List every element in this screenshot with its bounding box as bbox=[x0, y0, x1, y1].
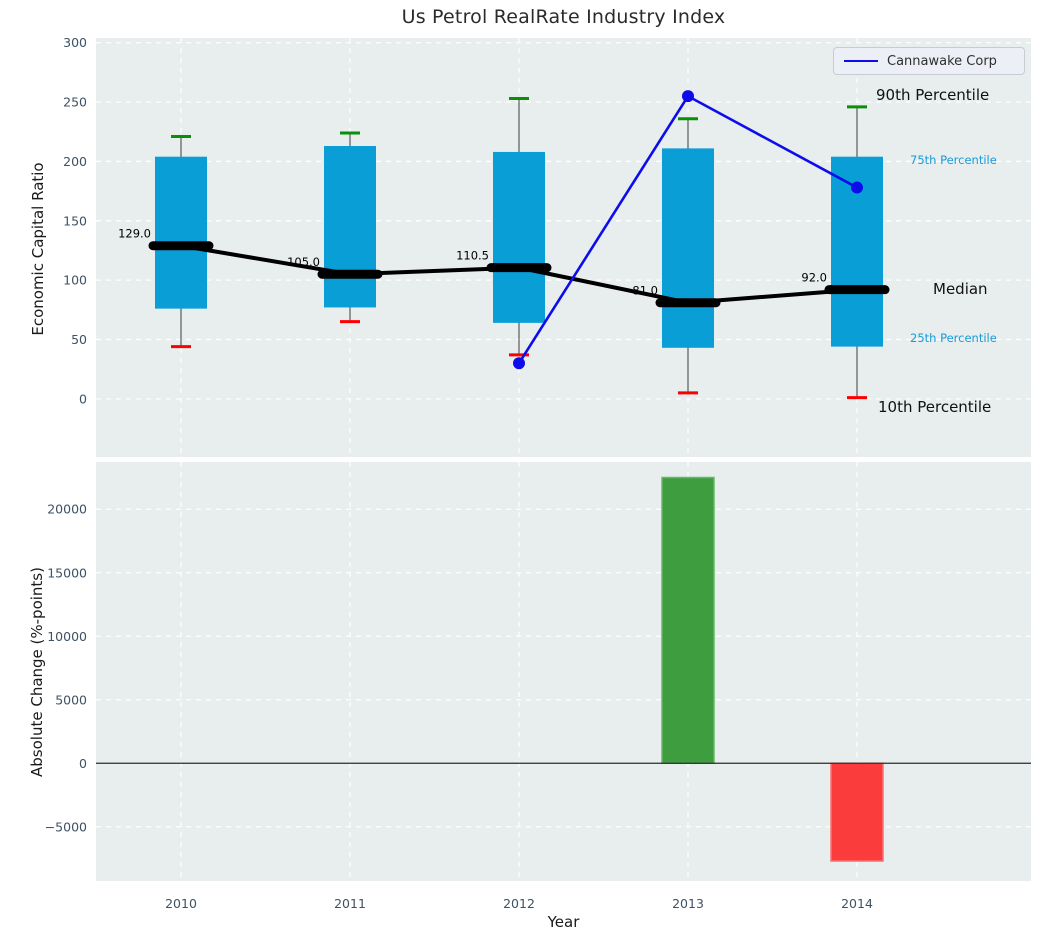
annotation-median: Median bbox=[933, 280, 988, 298]
median-value-label: 92.0 bbox=[801, 271, 827, 285]
y-tick-label: 20000 bbox=[47, 502, 87, 517]
median-value-label: 110.5 bbox=[456, 249, 489, 263]
percentile-box bbox=[324, 146, 376, 308]
y-tick-label: 250 bbox=[63, 95, 87, 110]
bottom-y-axis-label: Absolute Change (%-points) bbox=[28, 567, 46, 777]
x-tick-label: 2013 bbox=[672, 896, 704, 911]
y-tick-label: 15000 bbox=[47, 565, 87, 580]
percentile-box bbox=[662, 148, 714, 348]
x-axis-label: Year bbox=[547, 913, 580, 931]
annotation-90th-percentile: 90th Percentile bbox=[876, 86, 990, 104]
negative-change-bar bbox=[830, 762, 884, 862]
legend-series-label: Cannawake Corp bbox=[887, 53, 997, 69]
median-value-label: 105.0 bbox=[287, 255, 320, 269]
y-tick-label: −5000 bbox=[45, 819, 87, 834]
company-point bbox=[513, 357, 525, 370]
bottom-plot-area bbox=[96, 462, 1031, 881]
y-tick-label: 10000 bbox=[47, 629, 87, 644]
y-tick-label: 0 bbox=[79, 756, 87, 771]
x-tick-label: 2014 bbox=[841, 896, 873, 911]
y-tick-label: 150 bbox=[63, 213, 87, 228]
chart-title: Us Petrol RealRate Industry Index bbox=[401, 6, 726, 28]
legend: Cannawake Corp bbox=[833, 47, 1025, 75]
y-tick-label: 50 bbox=[71, 332, 87, 347]
y-tick-label: 5000 bbox=[55, 692, 87, 707]
annotation-25th-percentile: 25th Percentile bbox=[910, 331, 997, 345]
median-value-label: 81.0 bbox=[632, 284, 658, 298]
x-tick-label: 2012 bbox=[503, 896, 535, 911]
legend-line-sample-icon bbox=[844, 60, 878, 62]
positive-change-bar bbox=[661, 476, 715, 765]
annotation-75th-percentile: 75th Percentile bbox=[910, 153, 997, 167]
annotation-10th-percentile: 10th Percentile bbox=[878, 398, 992, 416]
median-value-label: 129.0 bbox=[118, 227, 151, 241]
company-point bbox=[682, 90, 694, 103]
percentile-box bbox=[155, 156, 207, 309]
y-tick-label: 100 bbox=[63, 273, 87, 288]
y-tick-label: 200 bbox=[63, 154, 87, 169]
y-tick-label: 300 bbox=[63, 35, 87, 50]
x-tick-label: 2010 bbox=[165, 896, 197, 911]
x-tick-label: 2011 bbox=[334, 896, 366, 911]
percentile-box bbox=[493, 151, 545, 323]
y-tick-label: 0 bbox=[79, 391, 87, 406]
company-point bbox=[851, 181, 863, 194]
top-y-axis-label: Economic Capital Ratio bbox=[29, 162, 47, 336]
